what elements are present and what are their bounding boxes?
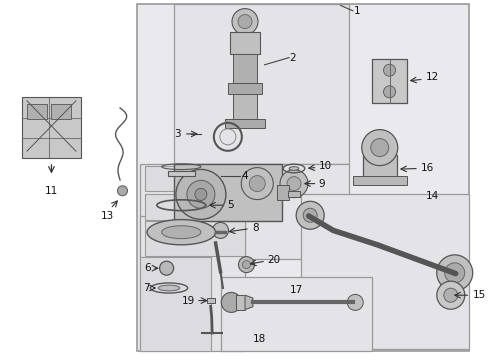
Circle shape <box>384 86 395 98</box>
Text: 17: 17 <box>290 285 303 295</box>
Circle shape <box>241 168 273 199</box>
Bar <box>145 166 220 191</box>
Circle shape <box>437 255 473 291</box>
Circle shape <box>362 130 398 166</box>
Bar <box>207 298 215 303</box>
Text: 6: 6 <box>144 263 151 273</box>
Text: 3: 3 <box>173 129 180 139</box>
Circle shape <box>445 263 465 283</box>
Bar <box>140 216 245 351</box>
Circle shape <box>239 257 254 273</box>
Bar <box>145 221 245 256</box>
Circle shape <box>347 294 363 310</box>
Bar <box>225 119 265 128</box>
Polygon shape <box>245 295 253 310</box>
Bar <box>228 83 262 94</box>
Ellipse shape <box>289 167 299 170</box>
Circle shape <box>371 139 389 157</box>
Bar <box>137 4 469 351</box>
Ellipse shape <box>147 220 216 245</box>
Polygon shape <box>245 295 253 310</box>
Bar <box>301 194 469 349</box>
Bar <box>233 94 257 119</box>
Circle shape <box>287 177 301 190</box>
Circle shape <box>221 292 241 312</box>
Text: 5: 5 <box>227 200 234 210</box>
Bar <box>353 176 407 185</box>
Circle shape <box>232 9 258 35</box>
Circle shape <box>437 281 465 309</box>
Circle shape <box>160 261 173 275</box>
Text: 14: 14 <box>426 191 440 201</box>
Bar <box>363 155 397 184</box>
Ellipse shape <box>162 226 201 239</box>
Circle shape <box>238 15 252 28</box>
Text: 10: 10 <box>318 161 332 171</box>
Bar <box>277 185 289 200</box>
Text: 8: 8 <box>252 223 259 233</box>
Bar <box>51 104 71 119</box>
Circle shape <box>296 201 324 229</box>
Circle shape <box>213 222 228 238</box>
Circle shape <box>243 261 250 269</box>
Circle shape <box>384 64 395 76</box>
Text: 7: 7 <box>143 283 150 293</box>
Circle shape <box>187 180 215 208</box>
Circle shape <box>444 288 458 302</box>
Text: 4: 4 <box>241 171 248 181</box>
Circle shape <box>280 170 308 198</box>
Bar <box>236 295 245 310</box>
Bar <box>233 54 257 83</box>
Ellipse shape <box>158 285 180 291</box>
Text: 19: 19 <box>182 296 195 306</box>
Text: 9: 9 <box>318 179 325 189</box>
Text: 13: 13 <box>101 211 115 221</box>
Bar <box>174 4 349 164</box>
Bar <box>22 97 81 158</box>
Bar <box>372 59 407 103</box>
Bar <box>220 277 372 351</box>
Circle shape <box>176 170 226 219</box>
Circle shape <box>249 176 265 192</box>
Text: 1: 1 <box>354 6 361 16</box>
Text: 20: 20 <box>268 255 281 265</box>
Text: 12: 12 <box>425 72 439 82</box>
Text: 16: 16 <box>420 163 434 173</box>
Text: 15: 15 <box>472 290 486 300</box>
Text: 18: 18 <box>253 334 267 344</box>
Bar <box>140 257 211 351</box>
Circle shape <box>303 208 317 222</box>
Bar <box>288 191 300 197</box>
Bar <box>140 164 349 259</box>
Circle shape <box>118 186 127 196</box>
Bar <box>174 164 282 221</box>
Circle shape <box>195 188 207 201</box>
Bar <box>27 104 47 119</box>
Bar <box>168 171 195 176</box>
Bar <box>145 194 220 220</box>
Text: 2: 2 <box>289 53 296 63</box>
Bar <box>230 32 260 54</box>
Text: 11: 11 <box>45 186 58 196</box>
